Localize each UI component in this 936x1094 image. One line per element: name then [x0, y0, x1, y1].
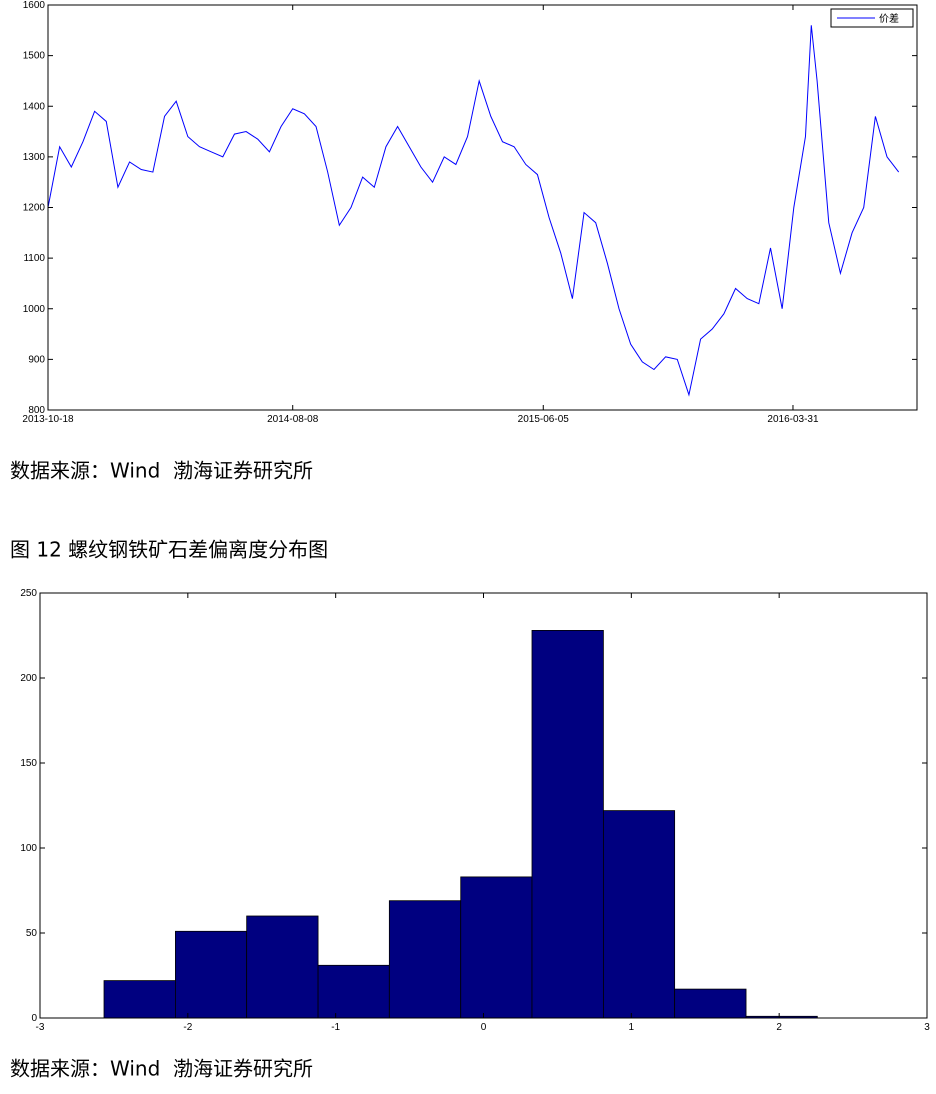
y-tick-label: 150: [20, 758, 37, 769]
y-tick-label: 1500: [23, 51, 46, 62]
x-tick-label: 2014-08-08: [267, 414, 319, 425]
y-tick-label: 0: [31, 1013, 37, 1024]
x-tick-label: 2: [776, 1022, 782, 1033]
x-tick-label: -3: [36, 1022, 45, 1033]
hist-bar: [602, 810, 676, 1019]
legend-label: 价差: [879, 12, 899, 25]
x-tick-label: 0: [481, 1022, 487, 1033]
y-tick-label: 1600: [23, 0, 46, 11]
x-tick-label: 1: [629, 1022, 635, 1033]
x-tick-label: -2: [183, 1022, 192, 1033]
data-line: [47, 25, 900, 397]
y-tick-label: 1200: [23, 203, 46, 214]
source-note: 数据来源：Wind 渤海证券研究所: [10, 459, 313, 483]
hist-bar: [388, 900, 462, 1019]
y-tick-label: 1400: [23, 101, 46, 112]
y-tick-label: 100: [20, 843, 37, 854]
figure-title: 图 12 螺纹钢铁矿石差偏离度分布图: [10, 538, 328, 562]
source-note: 数据来源：Wind 渤海证券研究所: [10, 1057, 313, 1081]
hist-bar: [531, 630, 604, 1019]
y-tick-label: 900: [28, 354, 45, 365]
x-tick-label: 2015-06-05: [518, 414, 570, 425]
x-tick-label: 3: [924, 1022, 930, 1033]
hist-bar: [246, 915, 319, 1019]
hist-bar: [103, 980, 176, 1019]
hist-bar: [175, 930, 248, 1019]
y-tick-label: 50: [26, 928, 38, 939]
y-tick-label: 200: [20, 673, 37, 684]
hist-bar: [317, 964, 390, 1019]
y-tick-label: 800: [28, 405, 45, 416]
x-tick-label: 2013-10-18: [22, 414, 74, 425]
hist-bar: [674, 988, 747, 1019]
plot-area: [48, 5, 917, 410]
y-tick-label: 1300: [23, 152, 46, 163]
y-tick-label: 1100: [23, 253, 45, 264]
x-tick-label: -1: [331, 1022, 340, 1033]
y-tick-label: 250: [20, 588, 37, 599]
y-tick-label: 1000: [23, 304, 46, 315]
x-tick-label: 2016-03-31: [767, 414, 819, 425]
hist-bar: [460, 876, 533, 1019]
